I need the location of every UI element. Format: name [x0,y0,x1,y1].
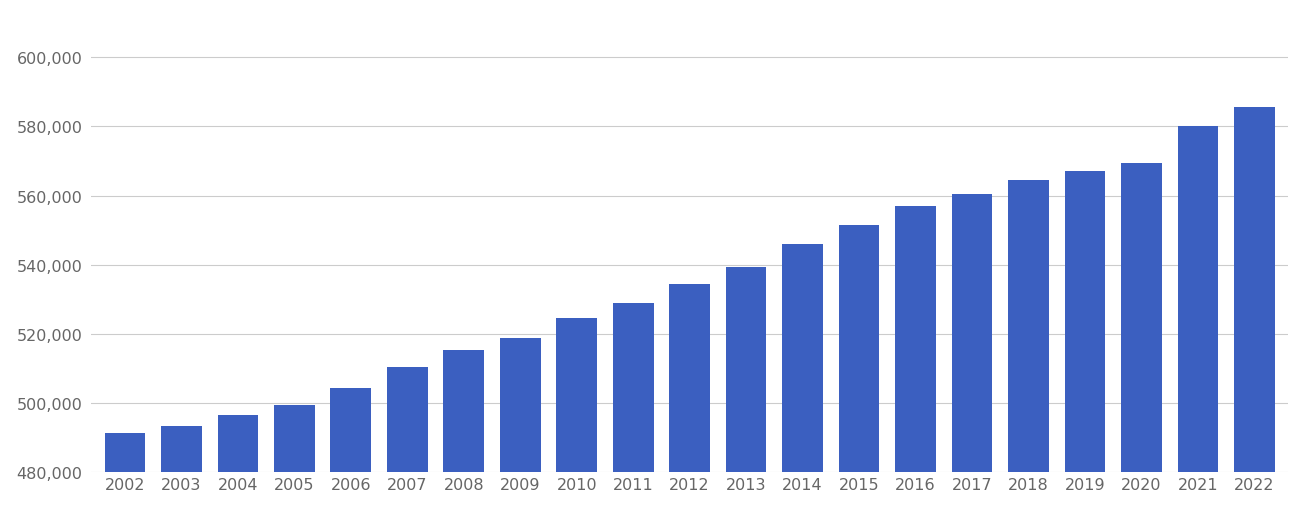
Bar [839,225,880,509]
Bar [613,303,654,509]
Bar [1177,127,1219,509]
Bar [1065,172,1105,509]
Bar [1121,163,1161,509]
Bar [161,426,202,509]
Bar [218,415,258,509]
Bar [782,245,823,509]
Bar [388,367,428,509]
Bar [1009,181,1049,509]
Bar [726,267,766,509]
Bar [669,285,710,509]
Bar [951,194,992,509]
Bar [444,350,484,509]
Bar [895,207,936,509]
Bar [500,338,540,509]
Bar [104,433,145,509]
Bar [556,319,598,509]
Bar [1235,108,1275,509]
Bar [274,405,315,509]
Bar [330,388,371,509]
